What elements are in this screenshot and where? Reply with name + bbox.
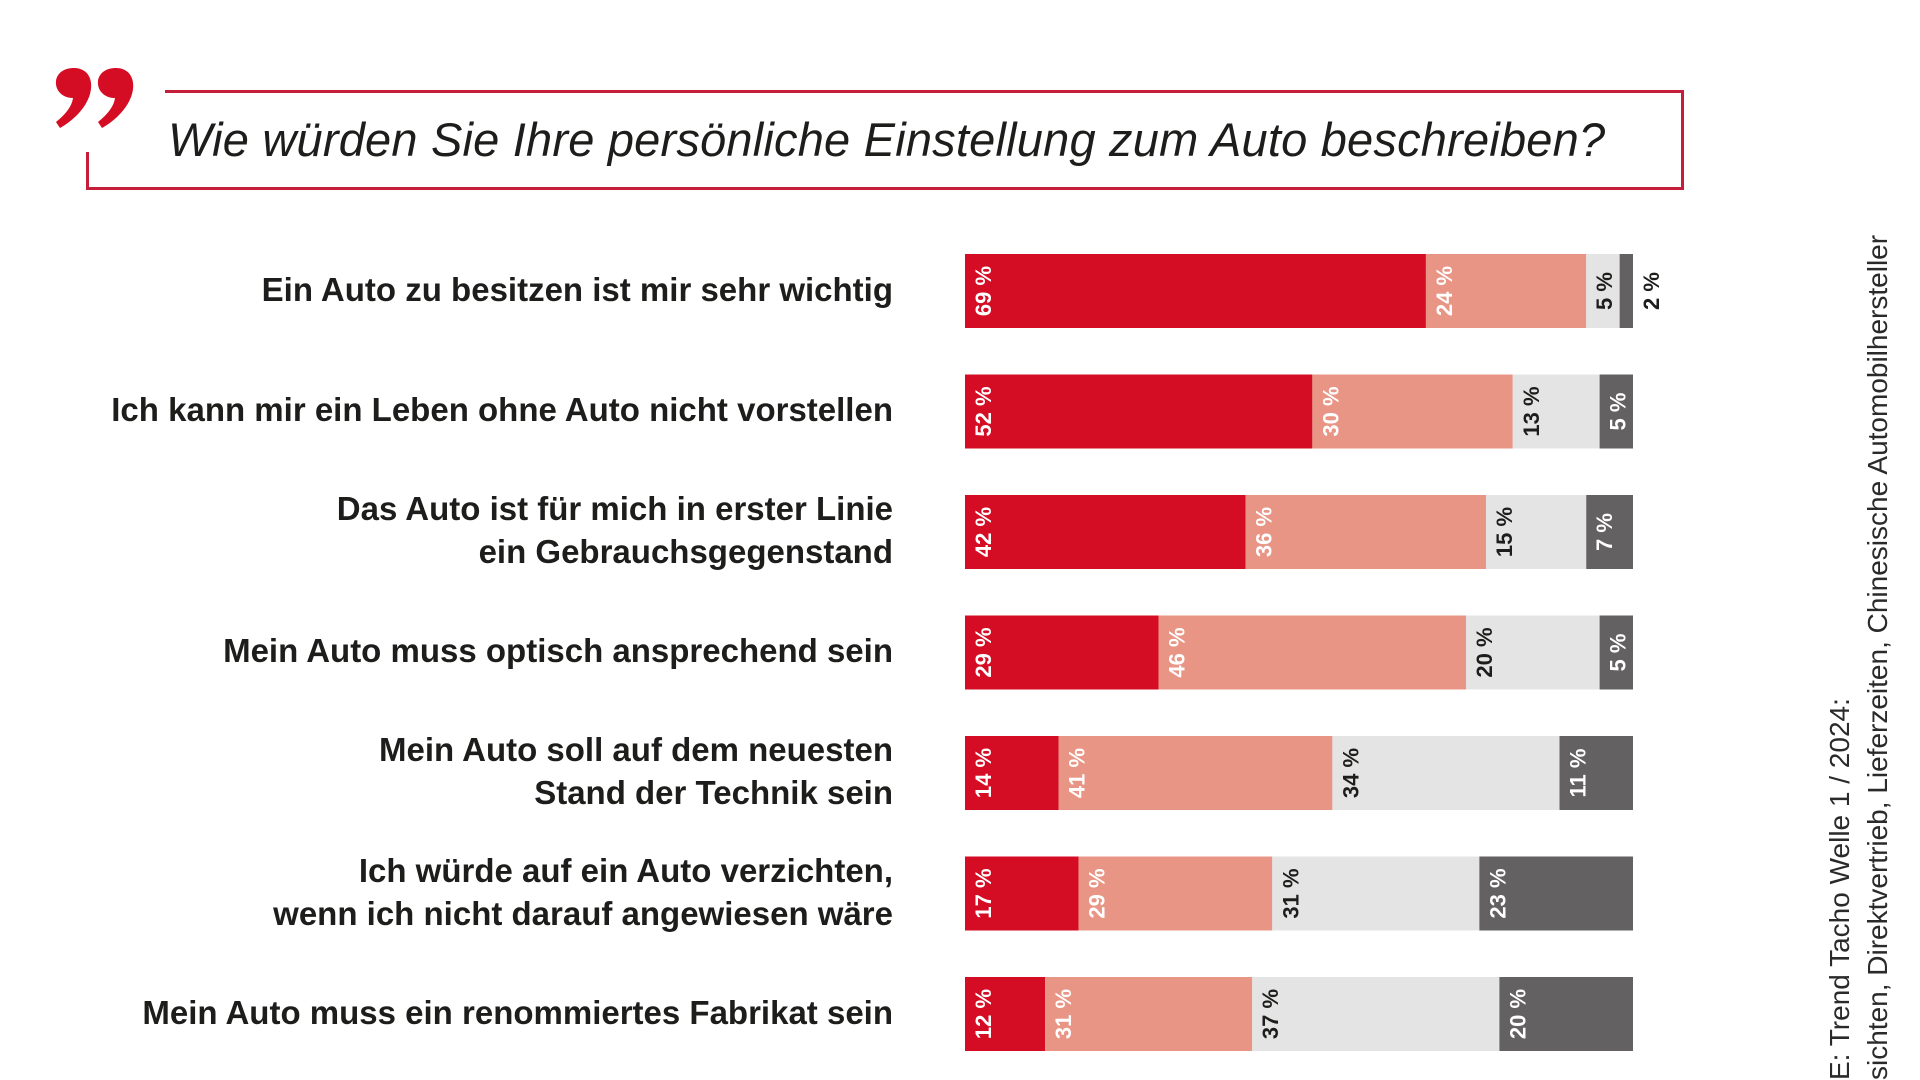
data-label: 29 % — [971, 627, 996, 677]
bar-segment-segment-3 — [1486, 495, 1587, 569]
bar-segment-segment-3 — [1586, 254, 1620, 328]
bar-segment-segment-1 — [965, 977, 1046, 1051]
question-title: Wie würden Sie Ihre persönliche Einstell… — [168, 113, 1606, 166]
row-label-line: Mein Auto soll auf dem neuesten — [379, 731, 893, 768]
bar-segment-segment-2 — [1058, 736, 1333, 810]
row-label: Ein Auto zu besitzen ist mir sehr wichti… — [33, 268, 893, 311]
data-label: 24 % — [1432, 266, 1457, 316]
bar-segment-segment-1 — [965, 736, 1059, 810]
data-label: 5 % — [1605, 393, 1630, 431]
data-label: 37 % — [1258, 989, 1283, 1039]
bar-segment-segment-2 — [1425, 254, 1587, 328]
data-label: 2 % — [1639, 272, 1664, 310]
data-label: 12 % — [971, 989, 996, 1039]
row-label-line: Mein Auto muss ein renommiertes Fabrikat… — [142, 993, 893, 1031]
bar-segment-segment-2 — [1078, 856, 1273, 931]
data-label: 23 % — [1485, 868, 1510, 918]
bar-segment-segment-4 — [1559, 736, 1633, 810]
data-label: 20 % — [1505, 989, 1530, 1039]
bar-segment-segment-1 — [965, 495, 1246, 569]
row-label: Mein Auto soll auf dem neuesten Stand der… — [33, 728, 893, 814]
data-label: 69 % — [971, 266, 996, 316]
row-label: Mein Auto muss ein renommiertes Fabrikat… — [33, 991, 893, 1034]
source-line-2: sichten, Direktvertrieb, Lieferzeiten, C… — [1862, 234, 1893, 1080]
data-label: 36 % — [1252, 507, 1277, 557]
question-frame-left — [86, 152, 89, 190]
data-label: 15 % — [1492, 507, 1517, 557]
row-label-line: Ich kann mir ein Leben ohne Auto nicht v… — [111, 391, 893, 428]
row-label-line: Ein Auto zu besitzen ist mir sehr wichti… — [261, 270, 893, 308]
bar-segment-segment-2 — [1312, 374, 1513, 449]
data-label: 20 % — [1472, 627, 1497, 677]
bar-segment-segment-3 — [1466, 615, 1600, 690]
row-label-line: Stand der Technik sein — [534, 774, 893, 811]
data-label: 30 % — [1318, 386, 1343, 436]
data-label: 31 % — [1278, 868, 1303, 918]
question-frame-top — [165, 90, 1684, 93]
source-line-1: E: Trend Tacho Welle 1 / 2024: — [1824, 698, 1855, 1080]
bar-segment-segment-3 — [1332, 736, 1560, 810]
data-label: 29 % — [1085, 868, 1110, 918]
row-label-line: Ich würde auf ein Auto verzichten, — [358, 851, 893, 889]
bar-segment-segment-3 — [1512, 374, 1600, 449]
row-label: Das Auto ist für mich in erster Linie ein… — [33, 487, 893, 573]
data-label: 42 % — [971, 507, 996, 557]
data-label: 31 % — [1051, 989, 1076, 1039]
data-label: 13 % — [1519, 386, 1544, 436]
bar-segment-segment-1 — [965, 615, 1159, 690]
question-frame-right — [1681, 90, 1684, 190]
data-label: 46 % — [1165, 627, 1190, 677]
bar-segment-segment-1 — [965, 254, 1426, 328]
bar-segment-segment-2 — [1158, 615, 1466, 690]
bar-segment-segment-3 — [1252, 977, 1500, 1051]
data-label: 11 % — [1566, 749, 1591, 798]
row-label-line: ein Gebrauchsgegenstand — [478, 533, 893, 570]
data-label: 41 % — [1065, 748, 1090, 798]
data-label: 52 % — [971, 386, 996, 436]
data-label: 34 % — [1338, 748, 1363, 798]
bar-segment-segment-4 — [1499, 977, 1633, 1051]
bar-segment-segment-1 — [965, 374, 1313, 449]
bar-segment-segment-2 — [1045, 977, 1253, 1051]
row-label: Ich kann mir ein Leben ohne Auto nicht v… — [33, 388, 893, 431]
row-label-line: Mein Auto muss optisch ansprechend sein — [223, 632, 893, 669]
bar-segment-segment-4 — [1619, 254, 1633, 328]
data-label: 17 % — [971, 868, 996, 918]
row-label-line: Das Auto ist für mich in erster Linie — [336, 490, 893, 527]
row-label-line: wenn ich nicht darauf angewiesen wäre — [273, 894, 893, 932]
closing-double-quote-icon — [55, 68, 134, 128]
bar-segment-segment-4 — [1599, 615, 1633, 690]
question-frame-bottom — [86, 187, 1684, 190]
data-label: 7 % — [1592, 513, 1617, 551]
bar-segment-segment-3 — [1272, 856, 1480, 931]
data-label: 14 % — [971, 748, 996, 798]
bar-segment-segment-4 — [1599, 374, 1633, 449]
bar-segment-segment-4 — [1586, 495, 1633, 569]
data-label: 5 % — [1605, 634, 1630, 672]
bar-segment-segment-1 — [965, 856, 1079, 931]
bar-segment-segment-2 — [1245, 495, 1487, 569]
bar-segment-segment-4 — [1479, 856, 1633, 931]
data-label: 5 % — [1592, 272, 1617, 310]
row-label: Ich würde auf ein Auto verzichten, wenn i… — [33, 849, 893, 935]
row-label: Mein Auto muss optisch ansprechend sein — [33, 629, 893, 672]
